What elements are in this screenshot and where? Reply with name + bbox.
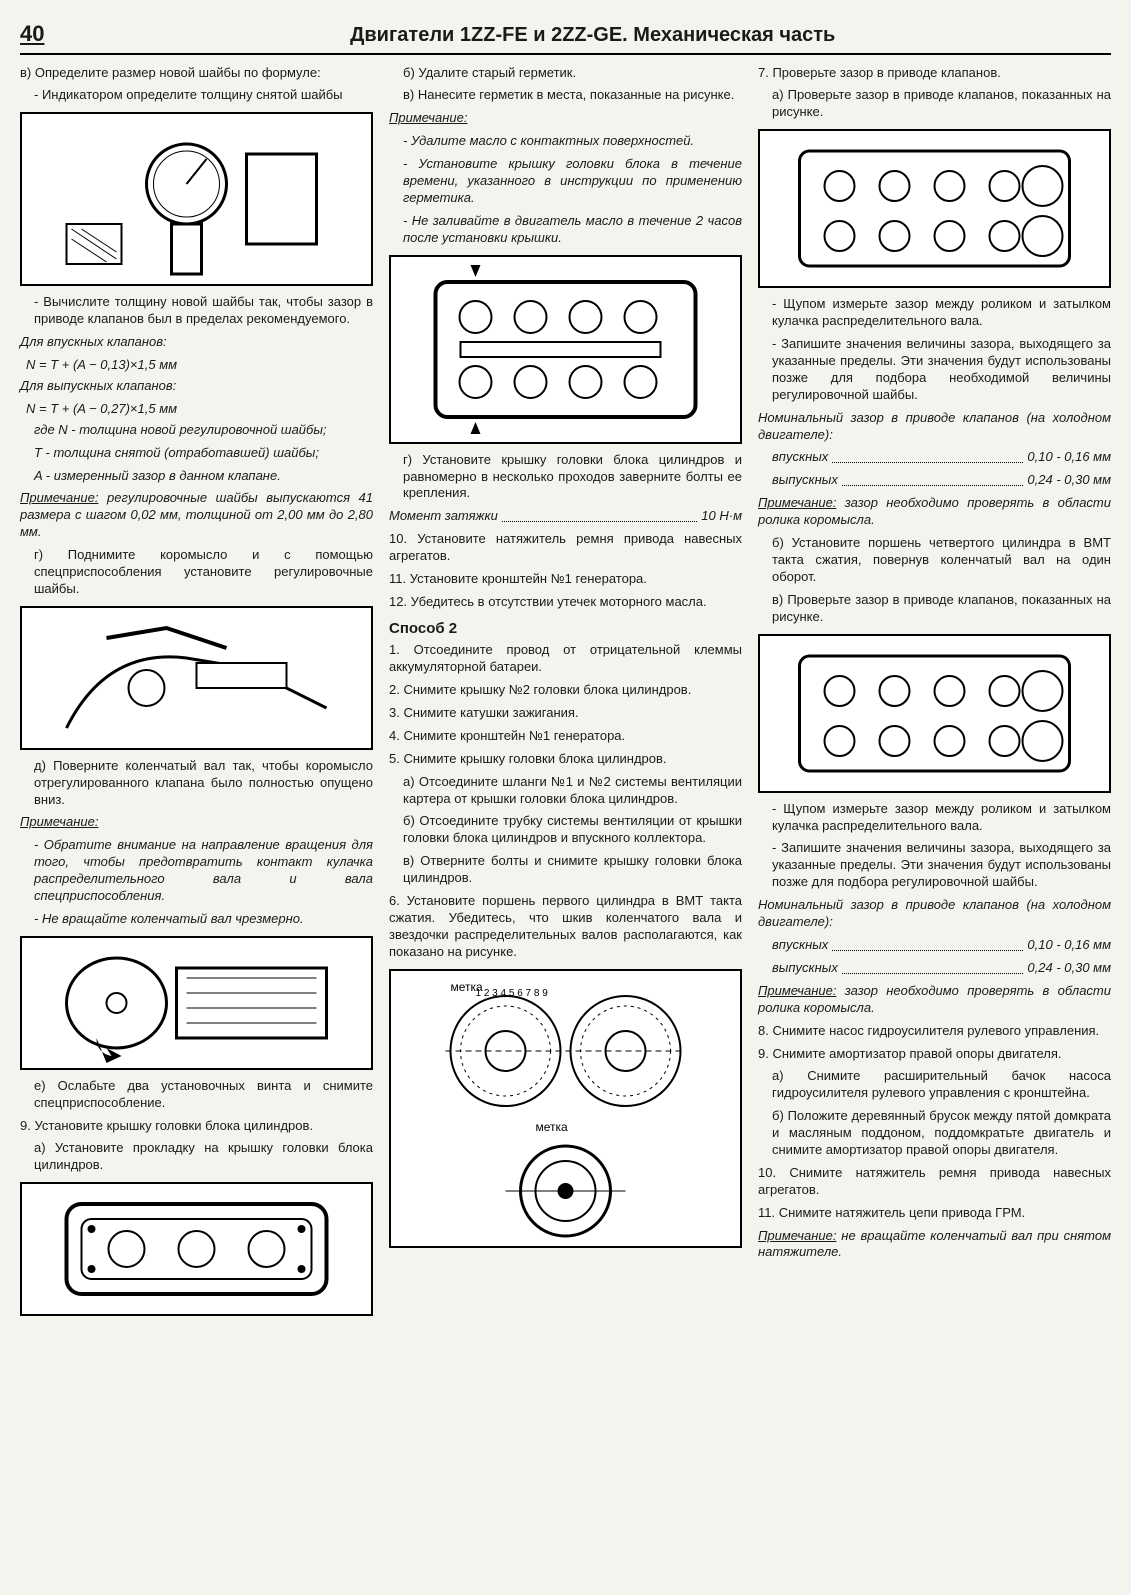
text: T - толщина снятой (отработавшей) шайбы; [20, 445, 373, 462]
page-title: Двигатели 1ZZ-FE и 2ZZ-GE. Механическая … [74, 22, 1111, 48]
formula: N = T + (A − 0,27)×1,5 мм [20, 401, 373, 418]
content-columns: в) Определите размер новой шайбы по форм… [20, 65, 1111, 1325]
text: 8. Снимите насос гидроусилителя рулевого… [758, 1023, 1111, 1040]
dots [832, 449, 1023, 463]
text: в) Определите размер новой шайбы по форм… [20, 65, 373, 82]
note-label: Примечание: [20, 814, 373, 831]
spec-line: впускных 0,10 - 0,16 мм [758, 449, 1111, 466]
text: б) Установите поршень четвертого цилиндр… [758, 535, 1111, 586]
column-1: в) Определите размер новой шайбы по форм… [20, 65, 373, 1325]
spec-label: впускных [772, 937, 828, 954]
text: A - измеренный зазор в данном клапане. [20, 468, 373, 485]
text: е) Ослабьте два установочных винта и сни… [20, 1078, 373, 1112]
dots [842, 472, 1024, 486]
note-text: - Не вращайте коленчатый вал чрезмерно. [20, 911, 373, 928]
text: - Индикатором определите толщину снятой … [20, 87, 373, 104]
torque-line: Момент затяжки 10 Н·м [389, 508, 742, 525]
dots [502, 508, 697, 522]
text: 1. Отсоедините провод от отрицательной к… [389, 642, 742, 676]
torque-label: Момент затяжки [389, 508, 498, 525]
note-label: Примечание: [758, 1228, 836, 1243]
text: где N - толщина новой регулировочной шай… [20, 422, 373, 439]
text: а) Проверьте зазор в приводе клапанов, п… [758, 87, 1111, 121]
figure-gasket [20, 1182, 373, 1316]
figure-valve-clearance-1 [758, 129, 1111, 288]
spec-line: впускных 0,10 - 0,16 мм [758, 937, 1111, 954]
formula: N = T + (A − 0,13)×1,5 мм [20, 357, 373, 374]
text: д) Поверните коленчатый вал так, чтобы к… [20, 758, 373, 809]
text: 2. Снимите крышку №2 головки блока цилин… [389, 682, 742, 699]
note: Примечание: зазор необходимо проверять в… [758, 983, 1111, 1017]
column-2: б) Удалите старый герметик. в) Нанесите … [389, 65, 742, 1325]
text: 5. Снимите крышку головки блока цилиндро… [389, 751, 742, 768]
dots [832, 937, 1023, 951]
spec-label: впускных [772, 449, 828, 466]
text: г) Поднимите коромысло и с помощью спецп… [20, 547, 373, 598]
text: Для выпускных клапанов: [20, 378, 373, 395]
figure-indicator [20, 112, 373, 286]
figure-head-cover-sealant [389, 255, 742, 444]
spec-value: 0,10 - 0,16 мм [1027, 449, 1111, 466]
text: б) Положите деревянный брусок между пято… [758, 1108, 1111, 1159]
spec-value: 0,24 - 0,30 мм [1027, 472, 1111, 489]
text: а) Отсоедините шланги №1 и №2 системы ве… [389, 774, 742, 808]
text: - Запишите значения величины зазора, вых… [758, 336, 1111, 404]
note-text: - Удалите масло с контактных поверхносте… [389, 133, 742, 150]
text: б) Удалите старый герметик. [389, 65, 742, 82]
text: Номинальный зазор в приводе клапанов (на… [758, 897, 1111, 931]
figure-timing-marks: метка 1 2 3 4 5 6 7 8 9 метка [389, 969, 742, 1248]
text: - Вычислите толщину новой шайбы так, что… [20, 294, 373, 328]
spec-value: 0,10 - 0,16 мм [1027, 937, 1111, 954]
page-header: 40 Двигатели 1ZZ-FE и 2ZZ-GE. Механическ… [20, 20, 1111, 55]
text: 6. Установите поршень первого цилиндра в… [389, 893, 742, 961]
text: 12. Убедитесь в отсутствии утечек моторн… [389, 594, 742, 611]
text: 10. Снимите натяжитель ремня привода нав… [758, 1165, 1111, 1199]
note-label: Примечание: [20, 490, 98, 505]
note: Примечание: зазор необходимо проверять в… [758, 495, 1111, 529]
text: 10. Установите натяжитель ремня привода … [389, 531, 742, 565]
figure-crank-rotate [20, 936, 373, 1070]
svg-text:1 2 3 4 5 6 7 8 9: 1 2 3 4 5 6 7 8 9 [476, 988, 549, 999]
note-text: - Установите крышку головки блока в тече… [389, 156, 742, 207]
note-label: Примечание: [389, 110, 742, 127]
spec-line: выпускных 0,24 - 0,30 мм [758, 960, 1111, 977]
text: Номинальный зазор в приводе клапанов (на… [758, 410, 1111, 444]
text: Для впускных клапанов: [20, 334, 373, 351]
figure-valve-clearance-2 [758, 634, 1111, 793]
note-text: - Не заливайте в двигатель масло в течен… [389, 213, 742, 247]
note: Примечание: регулировочные шайбы выпуска… [20, 490, 373, 541]
text: а) Снимите расширительный бачок насоса г… [758, 1068, 1111, 1102]
note-label: Примечание: [758, 495, 836, 510]
note-text: - Обратите внимание на направление враще… [20, 837, 373, 905]
text: 7. Проверьте зазор в приводе клапанов. [758, 65, 1111, 82]
text: 9. Снимите амортизатор правой опоры двиг… [758, 1046, 1111, 1063]
text: - Щупом измерьте зазор между роликом и з… [758, 296, 1111, 330]
text: 3. Снимите катушки зажигания. [389, 705, 742, 722]
text: 9. Установите крышку головки блока цилин… [20, 1118, 373, 1135]
text: б) Отсоедините трубку системы вентиляции… [389, 813, 742, 847]
spec-label: выпускных [772, 960, 838, 977]
text: - Запишите значения величины зазора, вых… [758, 840, 1111, 891]
note-label: Примечание: [758, 983, 836, 998]
text: а) Установите прокладку на крышку головк… [20, 1140, 373, 1174]
torque-value: 10 Н·м [701, 508, 742, 525]
text: 11. Снимите натяжитель цепи привода ГРМ. [758, 1205, 1111, 1222]
spec-value: 0,24 - 0,30 мм [1027, 960, 1111, 977]
page-number: 40 [20, 20, 44, 49]
mark-label: метка [536, 1120, 569, 1134]
column-3: 7. Проверьте зазор в приводе клапанов. а… [758, 65, 1111, 1325]
text: - Щупом измерьте зазор между роликом и з… [758, 801, 1111, 835]
dots [842, 960, 1024, 974]
text: в) Нанесите герметик в места, показанные… [389, 87, 742, 104]
figure-rocker-tool [20, 606, 373, 750]
note: Примечание: не вращайте коленчатый вал п… [758, 1228, 1111, 1262]
spec-label: выпускных [772, 472, 838, 489]
text: г) Установите крышку головки блока цилин… [389, 452, 742, 503]
spec-line: выпускных 0,24 - 0,30 мм [758, 472, 1111, 489]
heading-method-2: Способ 2 [389, 619, 742, 639]
text: 11. Установите кронштейн №1 генератора. [389, 571, 742, 588]
text: в) Проверьте зазор в приводе клапанов, п… [758, 592, 1111, 626]
text: в) Отверните болты и снимите крышку голо… [389, 853, 742, 887]
text: 4. Снимите кронштейн №1 генератора. [389, 728, 742, 745]
